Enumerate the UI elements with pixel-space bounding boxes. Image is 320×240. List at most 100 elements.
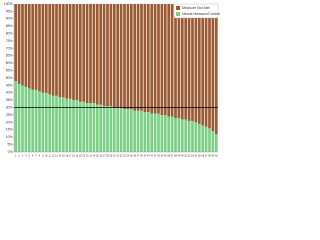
bar-segment	[170, 4, 174, 117]
bar-segment	[170, 116, 174, 152]
bar-segment	[41, 92, 45, 152]
x-tick-label: 29	[110, 155, 113, 158]
x-tick-label: 52	[188, 155, 191, 158]
bar-segment	[17, 83, 21, 152]
bar-segment	[21, 85, 24, 152]
bar-segment	[68, 4, 72, 99]
bar-segment	[153, 113, 157, 152]
x-tick-label: 5	[29, 155, 31, 158]
bar-segment	[208, 128, 211, 152]
y-tick-label: 40%	[6, 91, 13, 95]
bar-segment	[150, 4, 154, 114]
x-tick-label: 53	[191, 155, 194, 158]
x-tick-label: 13	[55, 155, 58, 158]
bar-segment	[44, 92, 48, 152]
legend-swatch	[176, 6, 180, 10]
x-tick-label: 25	[96, 155, 99, 158]
bar-segment	[214, 4, 218, 135]
x-tick-label: 48	[174, 155, 177, 158]
bar-segment	[180, 4, 184, 120]
bar-segment	[119, 107, 123, 152]
bar-segment	[82, 101, 86, 152]
bar-segment	[146, 112, 150, 152]
bar-segment	[187, 120, 191, 152]
x-tick-label: 8	[39, 155, 41, 158]
y-tick-label: 15%	[6, 128, 13, 132]
x-tick-label: 45	[164, 155, 167, 158]
bar-segment	[31, 4, 35, 90]
bar-segment	[211, 4, 215, 132]
bar-segment	[106, 4, 109, 107]
y-tick-label: 65%	[6, 54, 13, 58]
bar-segment	[68, 98, 72, 152]
y-tick-label: 80%	[6, 31, 13, 35]
bar-segment	[38, 4, 41, 92]
bar-segment	[123, 4, 126, 110]
x-tick-label: 27	[103, 155, 106, 158]
bar-segment	[153, 4, 157, 114]
y-tick-label: 50%	[6, 76, 13, 80]
bar-segment	[99, 4, 103, 105]
bar-segment	[82, 4, 86, 102]
bar-segment	[119, 4, 123, 108]
y-tick-label: 70%	[6, 46, 13, 50]
bar-segment	[160, 115, 164, 152]
x-tick-label: 28	[106, 155, 109, 158]
legend-box	[173, 3, 219, 19]
bar-segment	[102, 106, 106, 152]
bar-segment	[191, 120, 194, 152]
bar-segment	[163, 4, 167, 115]
x-tick-label: 17	[69, 155, 72, 158]
bar-segment	[78, 101, 82, 152]
chart: 0% 5% 10% 15% 20% 25% 30% 35% 40% 45% 50% 55% 60% 65%…	[4, 2, 220, 158]
x-tick-label: 26	[99, 155, 102, 158]
x-tick-label: 21	[82, 155, 85, 158]
bar-segment	[201, 4, 205, 126]
bar-segment	[174, 117, 177, 152]
bar-segment	[92, 103, 96, 152]
bar-segment	[34, 4, 38, 90]
bar-segment	[58, 4, 62, 98]
bar-segment	[116, 4, 120, 108]
x-tick-label: 30	[113, 155, 116, 158]
x-tick-label: 39	[144, 155, 147, 158]
x-tick-label: 19	[76, 155, 79, 158]
bar-segment	[129, 4, 133, 110]
x-tick-label: 4	[25, 155, 27, 158]
bar-segment	[24, 4, 28, 87]
bar-segment	[116, 107, 120, 152]
y-tick-label: 75%	[6, 39, 13, 43]
bar-segment	[112, 107, 116, 152]
x-tick-label: 18	[72, 155, 75, 158]
bar-segment	[194, 4, 198, 123]
bar-segment	[133, 4, 137, 111]
x-tick-label: 42	[154, 155, 157, 158]
x-tick-label: 24	[93, 155, 96, 158]
y-tick-label: 90%	[6, 17, 13, 21]
legend-swatch	[176, 12, 180, 16]
bar-segment	[72, 4, 75, 101]
x-tick-label: 34	[127, 155, 130, 158]
bar-segment	[126, 4, 130, 110]
bar-segment	[157, 113, 160, 152]
bar-segment	[34, 89, 38, 152]
y-tick-label: 35%	[6, 98, 13, 102]
y-tick-label: 25%	[6, 113, 13, 117]
bar-segment	[180, 119, 184, 152]
y-tick-label: 30%	[6, 105, 13, 109]
x-tick-label: 50	[181, 155, 184, 158]
x-tick-label: 23	[89, 155, 92, 158]
x-tick-label: 58	[208, 155, 211, 158]
x-tick-label: 60	[215, 155, 218, 158]
bar-segment	[14, 80, 18, 152]
bar-segment	[123, 109, 126, 152]
bar-segment	[208, 4, 211, 129]
legend-label: Needs Measure/Control	[182, 12, 220, 16]
bar-segment	[214, 134, 218, 152]
bar-segment	[184, 4, 188, 120]
page: {"chart_data": {"type": "stacked_bar", "…	[0, 0, 220, 165]
bar-segment	[38, 91, 41, 152]
bar-segment	[14, 4, 18, 81]
bar-segment	[75, 4, 79, 101]
x-tick-label: 11	[48, 155, 51, 158]
